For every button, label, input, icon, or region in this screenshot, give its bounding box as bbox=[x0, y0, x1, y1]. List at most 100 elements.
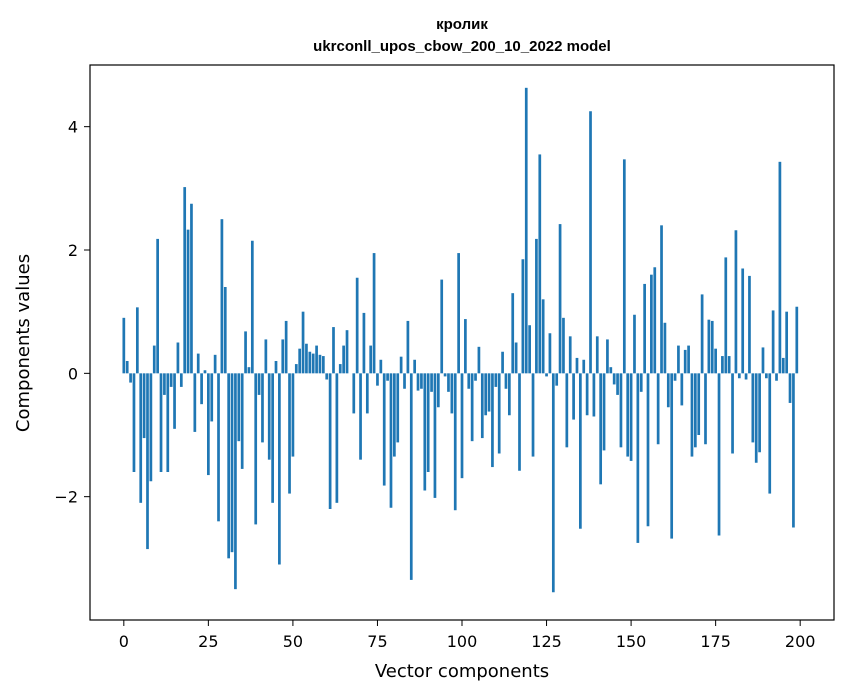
bar bbox=[135, 307, 139, 374]
bar bbox=[781, 357, 785, 374]
bar bbox=[606, 339, 609, 374]
bar bbox=[754, 373, 758, 463]
bar bbox=[426, 373, 430, 472]
bar bbox=[528, 325, 531, 374]
bar bbox=[315, 345, 318, 374]
bar bbox=[704, 373, 707, 445]
bar bbox=[207, 373, 210, 476]
bar bbox=[142, 373, 146, 439]
bar bbox=[443, 373, 447, 377]
bar bbox=[497, 373, 501, 454]
bar bbox=[278, 373, 281, 565]
bar bbox=[629, 373, 633, 461]
bar bbox=[345, 330, 349, 374]
bar bbox=[575, 357, 579, 374]
bar bbox=[139, 373, 143, 503]
bar bbox=[267, 373, 271, 460]
bar bbox=[291, 373, 295, 457]
bar bbox=[565, 373, 569, 448]
bar bbox=[707, 319, 711, 374]
bar bbox=[710, 320, 714, 374]
bar bbox=[579, 373, 582, 529]
bar bbox=[484, 373, 488, 416]
bar bbox=[321, 356, 325, 374]
bar bbox=[159, 373, 163, 472]
plot-frame bbox=[89, 64, 835, 621]
y-tick-label: 0 bbox=[68, 364, 78, 383]
bar bbox=[761, 347, 765, 374]
bar bbox=[325, 373, 329, 380]
bar bbox=[132, 373, 136, 472]
bar bbox=[264, 339, 268, 374]
chart-title-line-2: ukrconll_upos_cbow_200_10_2022 model bbox=[313, 38, 611, 55]
bar bbox=[724, 257, 728, 374]
bar bbox=[223, 287, 227, 374]
bar bbox=[470, 373, 474, 442]
bar bbox=[261, 373, 264, 443]
bar bbox=[294, 364, 298, 374]
bar bbox=[602, 373, 606, 451]
bar bbox=[413, 359, 417, 374]
bar bbox=[436, 373, 440, 408]
bar bbox=[355, 277, 359, 374]
bar bbox=[758, 373, 761, 453]
bar bbox=[234, 373, 237, 590]
bar bbox=[166, 373, 170, 472]
bar bbox=[741, 268, 745, 374]
bar bbox=[311, 353, 315, 374]
bar bbox=[254, 373, 258, 525]
bar bbox=[146, 373, 149, 550]
bar bbox=[511, 293, 515, 374]
x-tick-label: 0 bbox=[119, 632, 129, 651]
bar bbox=[284, 320, 288, 374]
x-tick-label: 200 bbox=[785, 632, 816, 651]
bar bbox=[568, 336, 572, 374]
bar bbox=[257, 373, 261, 395]
bar bbox=[217, 373, 220, 522]
bar bbox=[227, 373, 231, 559]
x-tick-label: 150 bbox=[616, 632, 647, 651]
bar bbox=[636, 373, 640, 543]
bar bbox=[271, 373, 274, 503]
bar bbox=[653, 267, 657, 374]
x-tick-label: 100 bbox=[447, 632, 478, 651]
bar bbox=[612, 373, 616, 385]
x-axis-ticks: 0 25 50 75 100 125 150 175 200 bbox=[119, 620, 816, 651]
bar bbox=[220, 219, 224, 374]
chart-title-line-1: кролик bbox=[436, 16, 488, 33]
bar bbox=[643, 283, 646, 374]
bar bbox=[379, 359, 383, 374]
bar bbox=[213, 354, 217, 374]
bar bbox=[592, 373, 596, 417]
bar bbox=[359, 373, 362, 460]
bar bbox=[680, 373, 684, 406]
bar bbox=[430, 373, 433, 392]
bar bbox=[521, 259, 525, 374]
bar bbox=[487, 373, 491, 412]
bar bbox=[230, 373, 234, 553]
bar bbox=[274, 361, 278, 374]
bar bbox=[721, 356, 724, 374]
bar bbox=[555, 373, 559, 386]
bar bbox=[393, 373, 396, 457]
bar bbox=[200, 373, 203, 405]
bar bbox=[524, 87, 528, 374]
bar bbox=[376, 373, 379, 386]
x-tick-label: 25 bbox=[198, 632, 218, 651]
bar bbox=[183, 187, 187, 374]
bar bbox=[785, 311, 789, 374]
bar bbox=[562, 317, 565, 374]
bar bbox=[558, 224, 562, 374]
bar bbox=[173, 373, 176, 429]
bar bbox=[518, 373, 521, 471]
bar bbox=[491, 373, 494, 468]
bar bbox=[646, 373, 650, 527]
bar bbox=[193, 373, 197, 432]
bar bbox=[474, 373, 477, 381]
x-tick-label: 175 bbox=[700, 632, 731, 651]
bar bbox=[186, 229, 190, 374]
bar bbox=[372, 253, 376, 374]
y-axis-label: Components values bbox=[13, 254, 34, 432]
bar bbox=[196, 353, 200, 374]
bars-group bbox=[122, 87, 799, 593]
